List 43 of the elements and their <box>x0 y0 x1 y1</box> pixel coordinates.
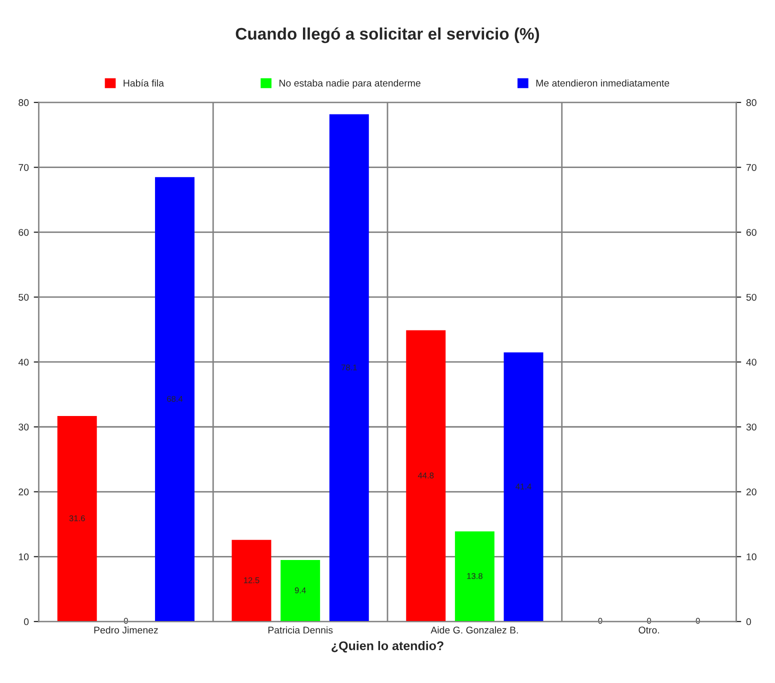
x-tick-label: Otro. <box>638 626 659 634</box>
data-label: 12.5 <box>244 577 260 584</box>
y-tick-label: 0 <box>24 618 29 626</box>
y-tick-label: 40 <box>18 358 29 366</box>
y2-tick-label: 40 <box>746 358 756 366</box>
bar <box>454 531 494 622</box>
data-label: 78.1 <box>341 364 357 370</box>
bar <box>280 560 320 622</box>
bar <box>329 114 369 622</box>
y2-tick-label: 70 <box>746 164 756 171</box>
y-tick-label: 80 <box>18 99 29 106</box>
y-tick-label: 10 <box>18 553 29 560</box>
legend-label: No estaba nadie para atenderme <box>280 79 420 89</box>
bar <box>57 416 97 622</box>
legend-label: Había fila <box>124 79 164 87</box>
data-label: 44.8 <box>418 472 434 478</box>
y-tick-label: 30 <box>18 424 29 430</box>
y2-tick-label: 80 <box>746 99 756 106</box>
bar <box>155 177 194 622</box>
data-label: 31.6 <box>69 515 85 522</box>
bar <box>232 540 272 622</box>
y2-tick-label: 60 <box>746 228 756 236</box>
data-label: 9.4 <box>294 587 306 594</box>
y2-tick-label: 50 <box>746 294 756 301</box>
bar <box>504 352 544 622</box>
y-tick-label: 20 <box>18 488 29 496</box>
data-label: 13.8 <box>467 573 482 579</box>
legend-label: Me atendieron inmediatamente <box>536 79 670 87</box>
y-tick-label: 50 <box>18 294 29 301</box>
y-tick-label: 70 <box>18 164 29 171</box>
y2-tick-label: 20 <box>746 488 756 496</box>
y-tick-label: 60 <box>18 228 29 236</box>
data-label: 41.4 <box>516 484 532 490</box>
y2-tick-label: 30 <box>746 424 756 430</box>
data-label: 68.4 <box>167 396 183 402</box>
x-tick-label: Pedro Jimenez <box>94 626 158 634</box>
x-axis-title: ¿Quien lo atendio? <box>332 641 444 653</box>
x-tick-label: Patricia Dennis <box>268 626 333 634</box>
chart-title: Cuando llegó a solicitar el servicio (%) <box>236 27 540 44</box>
bar <box>406 330 446 622</box>
x-tick-label: Aide G. Gonzalez B. <box>430 626 518 634</box>
y2-tick-label: 10 <box>746 553 756 560</box>
y2-tick-label: 0 <box>746 618 751 626</box>
